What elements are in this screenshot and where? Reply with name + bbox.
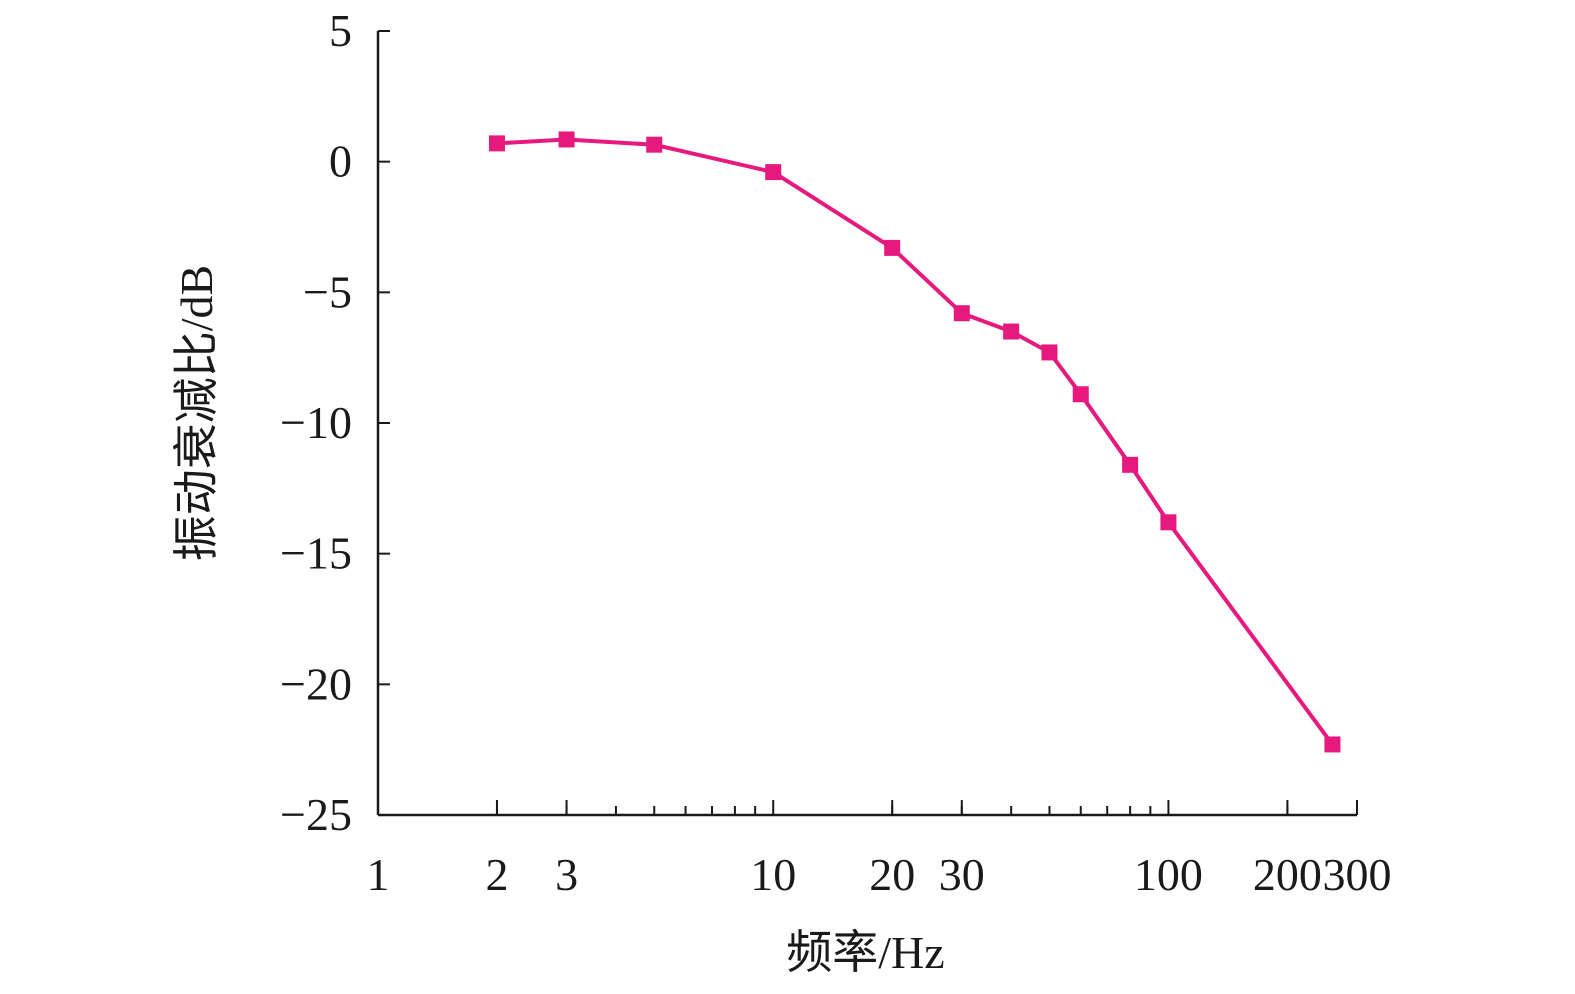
- x-axis-title: 频率/Hz: [786, 927, 944, 978]
- y-tick-label: −25: [280, 789, 352, 840]
- data-point: [953, 305, 970, 322]
- data-point: [765, 164, 782, 181]
- data-point: [1160, 514, 1177, 531]
- x-tick-label: 3: [555, 849, 578, 900]
- y-tick-label: 0: [329, 136, 352, 187]
- x-tick-label: 2: [485, 849, 508, 900]
- chart-axes: [376, 31, 1357, 817]
- data-point: [1003, 323, 1020, 340]
- x-axis-ticks: 1 2 3 10 20 30 100 200 300: [367, 800, 1392, 900]
- series-line: [496, 137, 1335, 746]
- y-tick-label: −20: [280, 658, 352, 709]
- data-point: [884, 239, 901, 256]
- data-point: [488, 135, 505, 152]
- y-tick-label: −10: [280, 397, 352, 448]
- y-axis-ticks: 5 0 −5 −10 −15 −20 −25: [280, 5, 390, 840]
- data-point: [1324, 736, 1341, 753]
- x-tick-label: 30: [939, 849, 985, 900]
- x-tick-label: 1: [367, 849, 390, 900]
- x-tick-label: 20: [869, 849, 915, 900]
- data-point: [1122, 456, 1139, 473]
- data-point: [1072, 386, 1089, 403]
- y-tick-label: 5: [329, 5, 352, 56]
- x-tick-label: 200: [1253, 849, 1322, 900]
- y-axis-title: 振动衰减比/dB: [171, 265, 222, 561]
- data-point: [558, 131, 575, 148]
- x-tick-label: 10: [750, 849, 796, 900]
- x-tick-label: 300: [1323, 849, 1392, 900]
- x-tick-label: 100: [1134, 849, 1203, 900]
- data-point: [646, 136, 663, 153]
- y-tick-label: −15: [280, 528, 352, 579]
- y-tick-label: −5: [303, 266, 352, 317]
- data-point: [1041, 344, 1058, 361]
- series-layer: [488, 131, 1341, 753]
